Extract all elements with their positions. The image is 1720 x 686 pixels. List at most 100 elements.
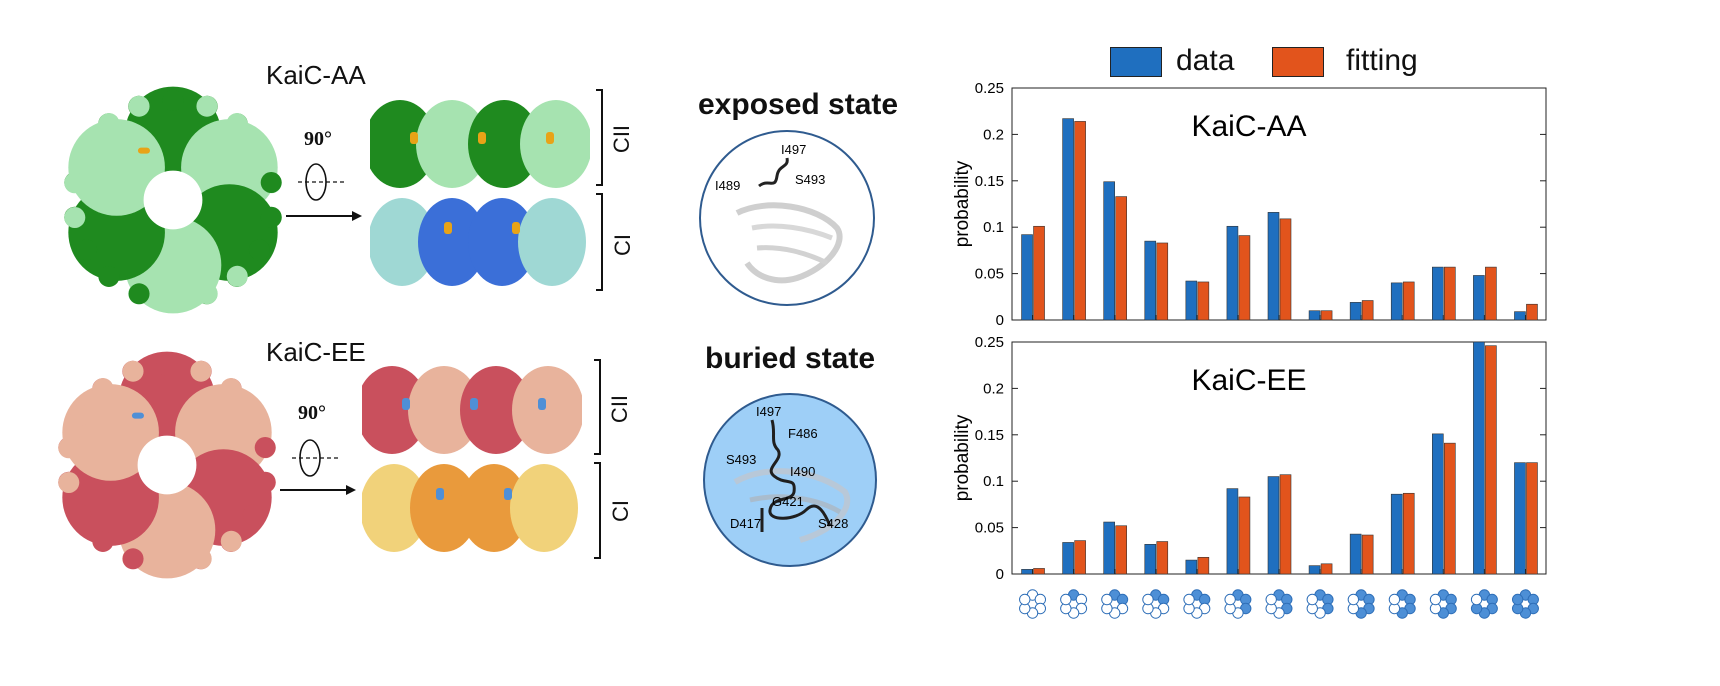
chart-legend: data fitting: [1110, 44, 1470, 80]
rotation-angle-label-ee: 90°: [298, 402, 326, 424]
residue-label: S493: [726, 452, 756, 467]
y-tick-label: 0.2: [983, 380, 1004, 397]
bar-data: [1103, 521, 1115, 575]
bar-data: [1062, 542, 1074, 575]
bar-fitting: [1279, 218, 1292, 321]
y-tick-label: 0.25: [975, 334, 1004, 351]
subunit-blob: [92, 530, 114, 552]
subunit-blob: [190, 548, 212, 570]
phosphostate-icon: [1388, 589, 1416, 619]
subunit-blob: [220, 530, 242, 552]
rotation-arrow-icon: [286, 163, 362, 221]
kaic-aa-ring: [64, 86, 282, 314]
bar-data: [1267, 476, 1280, 575]
bar-data: [1432, 433, 1444, 575]
subunit-blob: [242, 404, 264, 426]
legend-swatch-fitting: [1272, 47, 1324, 77]
state-dot: [1306, 593, 1318, 606]
state-dot: [1060, 593, 1072, 606]
ligand-mark: [402, 398, 410, 410]
ligand-mark: [436, 488, 444, 500]
state-dot: [1183, 593, 1195, 606]
ligand-mark: [478, 132, 486, 144]
subunit-blob: [226, 265, 248, 287]
central-pore: [143, 170, 203, 230]
bar-data: [1349, 302, 1362, 321]
bar-fitting: [1320, 310, 1333, 321]
subunit-blob: [98, 265, 120, 287]
phosphostate-icon: [1429, 589, 1457, 619]
buried-state-diagram: I497 F486 S493 I490 G421 D417 S428: [703, 393, 877, 567]
domain-bracket-aa: [596, 89, 603, 291]
kaic-aa-title: KaiC-AA: [266, 60, 366, 90]
y-tick-label: 0.1: [983, 473, 1004, 490]
subunit-blob: [156, 554, 178, 576]
cii-blob: [408, 366, 480, 454]
subunit-blob: [254, 436, 276, 458]
ci-blob: [510, 464, 578, 552]
bar-data: [1267, 212, 1280, 321]
state-dot: [1388, 593, 1401, 606]
bar-data: [1432, 266, 1444, 321]
bar-fitting: [1156, 242, 1169, 321]
subunit-blob: [64, 207, 86, 229]
chart-title: KaiC-AA: [1191, 110, 1306, 143]
bar-fitting: [1074, 121, 1086, 321]
phosphostate-icon: [1347, 589, 1375, 619]
bar-data: [1390, 493, 1403, 575]
probability-charts: 0 0.05 0.1 0.15 0.2 0.25 probability KaiC-AA 0 0.…: [952, 80, 1547, 619]
bar-data: [1514, 311, 1526, 321]
subunit-blob: [128, 95, 150, 117]
subunit-blob: [162, 289, 184, 311]
ci-blob: [418, 198, 486, 286]
bar-data: [1473, 341, 1485, 575]
subunit-blob: [226, 113, 248, 135]
bar-data: [1514, 462, 1526, 575]
cii-blob: [520, 100, 590, 188]
residue-label: I490: [790, 464, 815, 479]
ci-blob: [410, 464, 478, 552]
legend-label-fitting: fitting: [1346, 44, 1418, 77]
residue-label: S493: [795, 172, 825, 187]
ci-blob: [518, 198, 586, 286]
ci-blob: [370, 198, 436, 286]
y-tick-label: 0.2: [983, 126, 1004, 143]
cii-blob: [370, 100, 436, 188]
residue-label: I497: [756, 404, 781, 419]
state-dot: [1265, 593, 1277, 606]
bar-fitting: [1033, 568, 1045, 575]
phosphostate-icon: [1060, 589, 1088, 619]
kaic-ee-top-view: [58, 351, 276, 579]
bar-fitting: [1238, 235, 1251, 321]
domain-label-cii-ee: CII: [607, 394, 633, 424]
residue-label: I489: [715, 178, 740, 193]
subunit-blob: [92, 378, 114, 400]
cii-blob: [512, 366, 582, 454]
kaic-aa-top-view: [64, 86, 282, 314]
subunit-blob: [128, 283, 150, 305]
phosphostate-icon: [1470, 589, 1498, 619]
cii-blob: [460, 366, 532, 454]
y-tick-label: 0: [996, 566, 1004, 583]
ligand-mark: [504, 488, 512, 500]
ligand-mark: [410, 132, 418, 144]
y-axis-label: probability: [952, 160, 973, 247]
state-dot: [1142, 593, 1154, 606]
cii-blob: [362, 366, 428, 454]
bar-fitting: [1156, 541, 1169, 575]
phosphostate-icon: [1142, 589, 1170, 619]
subunit-blob: [58, 472, 80, 494]
bar-data: [1021, 569, 1033, 575]
subunit-blob: [260, 206, 282, 228]
bar-data: [1185, 280, 1198, 321]
state-dot: [1511, 593, 1524, 606]
residue-label: G421: [772, 494, 804, 509]
y-tick-label: 0.15: [975, 173, 1004, 190]
phosphostate-icon: [1019, 589, 1047, 619]
bar-data: [1226, 225, 1239, 321]
bar-fitting: [1361, 534, 1374, 575]
ligand-mark: [131, 412, 144, 419]
subunit-blob: [64, 172, 86, 194]
legend-label-data: data: [1176, 44, 1235, 77]
phosphostate-icon: [1511, 589, 1539, 619]
